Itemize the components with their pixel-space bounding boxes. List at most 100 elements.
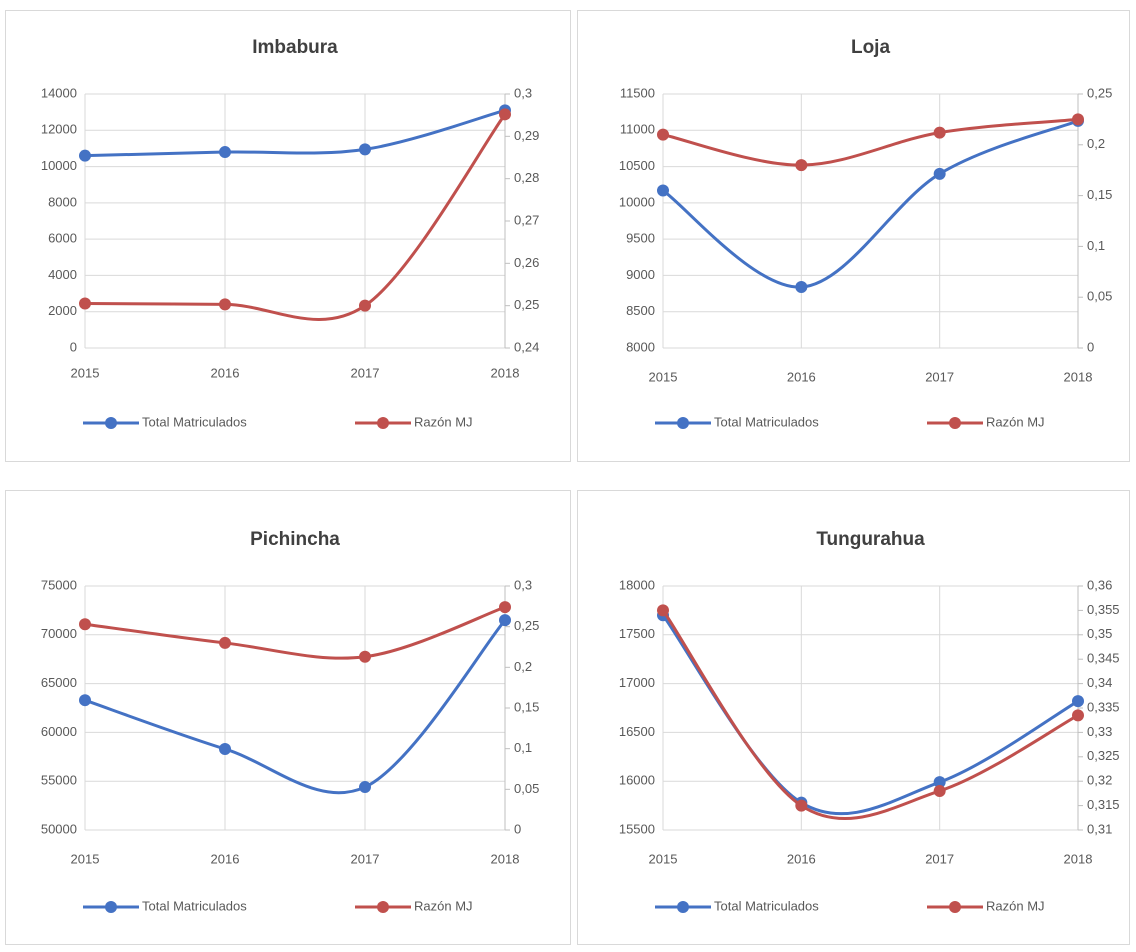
data-point bbox=[499, 601, 511, 614]
y-tick-label: 8000 bbox=[626, 339, 655, 354]
y-tick-label: 17000 bbox=[619, 675, 655, 690]
x-tick-label: 2017 bbox=[925, 369, 954, 384]
data-point bbox=[219, 146, 231, 159]
legend-marker bbox=[105, 417, 117, 429]
x-tick-label: 2016 bbox=[211, 851, 240, 866]
legend-marker bbox=[377, 901, 389, 913]
y2-tick-label: 0,15 bbox=[1087, 187, 1112, 202]
y2-tick-label: 0,345 bbox=[1087, 651, 1120, 666]
y2-tick-label: 0,24 bbox=[514, 339, 539, 354]
chart-title: Imbabura bbox=[252, 37, 338, 58]
data-point bbox=[933, 126, 946, 139]
chart-panel: Loja 8000 8500 9000 9500 10000 10500 11000 11500… bbox=[577, 10, 1130, 462]
panel-border bbox=[5, 10, 571, 462]
data-point bbox=[499, 614, 511, 627]
y-tick-label: 9500 bbox=[626, 231, 655, 246]
y2-tick-label: 0,1 bbox=[1087, 238, 1105, 253]
y2-tick-label: 0,05 bbox=[514, 781, 539, 796]
data-point bbox=[219, 298, 231, 311]
x-tick-label: 2015 bbox=[649, 851, 678, 866]
y2-tick-label: 0,28 bbox=[514, 170, 539, 185]
chart-panel: Imbabura 0 2000 4000 6000 8000 10000 12000 14000… bbox=[5, 10, 571, 462]
y2-tick-label: 0,36 bbox=[1087, 577, 1112, 592]
y-tick-label: 2000 bbox=[48, 303, 77, 318]
x-tick-label: 2015 bbox=[649, 369, 678, 384]
x-tick-label: 2016 bbox=[211, 365, 240, 380]
panel-border bbox=[577, 490, 1130, 945]
data-point bbox=[499, 108, 511, 121]
y-tick-label: 10000 bbox=[619, 194, 655, 209]
y-tick-label: 9000 bbox=[626, 267, 655, 282]
series-line bbox=[84, 113, 507, 321]
y-tick-label: 15500 bbox=[619, 821, 655, 836]
data-point bbox=[1072, 709, 1084, 722]
y2-tick-label: 0,2 bbox=[1087, 136, 1105, 151]
data-point bbox=[1072, 113, 1084, 126]
x-tick-label: 2017 bbox=[351, 365, 380, 380]
y2-tick-label: 0,3 bbox=[514, 577, 532, 592]
y-tick-label: 14000 bbox=[41, 85, 77, 100]
data-point bbox=[359, 299, 371, 312]
series-line bbox=[662, 117, 1079, 167]
y-tick-label: 17500 bbox=[619, 626, 655, 641]
x-tick-label: 2017 bbox=[351, 851, 380, 866]
y-tick-label: 50000 bbox=[41, 821, 77, 836]
y-tick-label: 11000 bbox=[620, 122, 655, 137]
y2-tick-label: 0,33 bbox=[1087, 724, 1112, 739]
data-point bbox=[933, 167, 946, 180]
y-tick-label: 11500 bbox=[620, 85, 655, 100]
data-point bbox=[79, 149, 91, 162]
data-point bbox=[219, 636, 231, 649]
series-line bbox=[84, 108, 506, 158]
y-tick-label: 10000 bbox=[41, 158, 77, 173]
data-point bbox=[933, 776, 946, 789]
legend-marker bbox=[677, 417, 689, 429]
y-tick-label: 60000 bbox=[41, 724, 77, 739]
panel-border bbox=[5, 490, 571, 945]
x-tick-label: 2017 bbox=[925, 851, 954, 866]
y2-tick-label: 0,315 bbox=[1087, 797, 1120, 812]
legend-label: Razón MJ bbox=[986, 414, 1045, 429]
y-tick-label: 8000 bbox=[48, 194, 77, 209]
x-tick-label: 2018 bbox=[1064, 851, 1093, 866]
y2-tick-label: 0,31 bbox=[1087, 821, 1112, 836]
data-point bbox=[359, 143, 371, 156]
x-tick-label: 2016 bbox=[787, 851, 816, 866]
data-point bbox=[79, 618, 91, 631]
y-tick-label: 10500 bbox=[619, 158, 655, 173]
data-point bbox=[657, 184, 669, 197]
y2-tick-label: 0,15 bbox=[514, 699, 539, 714]
data-point bbox=[933, 784, 946, 797]
y2-tick-label: 0,25 bbox=[1087, 85, 1112, 100]
x-tick-label: 2018 bbox=[1064, 369, 1093, 384]
y-tick-label: 8500 bbox=[626, 303, 655, 318]
y2-tick-label: 0 bbox=[514, 821, 521, 836]
legend-marker bbox=[677, 901, 689, 913]
legend-marker bbox=[105, 901, 117, 913]
chart-title: Pichincha bbox=[250, 529, 340, 550]
y-tick-label: 6000 bbox=[48, 231, 77, 246]
y-tick-label: 16500 bbox=[619, 724, 655, 739]
y-tick-label: 75000 bbox=[41, 577, 77, 592]
y2-tick-label: 0,32 bbox=[1087, 773, 1112, 788]
y2-tick-label: 0,335 bbox=[1087, 699, 1120, 714]
chart-panel: Pichincha 50000 55000 60000 65000 70000 75000 2… bbox=[5, 490, 571, 945]
x-tick-label: 2018 bbox=[491, 851, 520, 866]
legend-marker bbox=[377, 417, 389, 429]
y-tick-label: 16000 bbox=[619, 773, 655, 788]
y-tick-label: 55000 bbox=[41, 773, 77, 788]
y-tick-label: 65000 bbox=[41, 675, 77, 690]
x-tick-label: 2018 bbox=[491, 365, 520, 380]
data-point bbox=[657, 128, 669, 141]
y2-tick-label: 0,325 bbox=[1087, 748, 1120, 763]
x-tick-label: 2015 bbox=[71, 365, 100, 380]
legend-label: Total Matriculados bbox=[142, 898, 247, 913]
legend-label: Razón MJ bbox=[986, 898, 1045, 913]
x-tick-label: 2015 bbox=[71, 851, 100, 866]
panel-border bbox=[577, 10, 1130, 462]
y2-tick-label: 0 bbox=[1087, 339, 1094, 354]
series-line bbox=[84, 619, 507, 795]
legend-label: Total Matriculados bbox=[714, 414, 819, 429]
chart-panel: Tungurahua 15500 16000 16500 17000 17500 18000… bbox=[577, 490, 1130, 945]
